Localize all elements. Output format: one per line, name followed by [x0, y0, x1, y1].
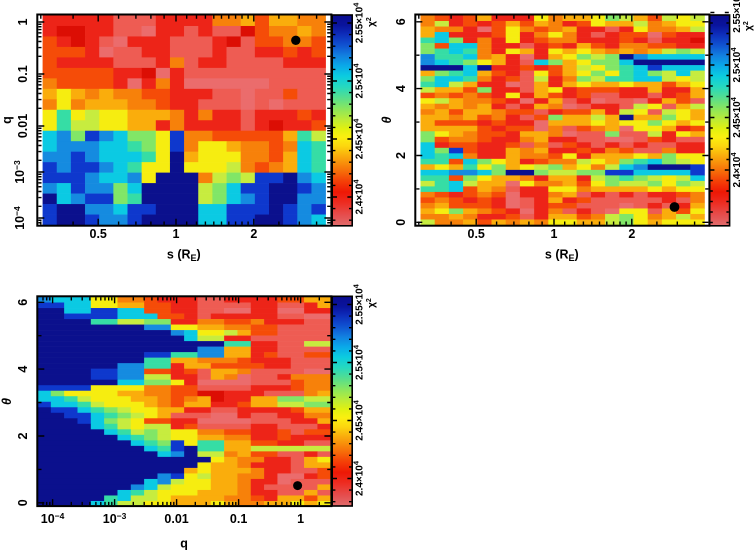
svg-text:2: 2 — [628, 227, 635, 241]
svg-text:0.5: 0.5 — [90, 227, 107, 241]
svg-text:2.4×104: 2.4×104 — [352, 179, 366, 215]
svg-text:2.55×104: 2.55×104 — [352, 2, 366, 43]
svg-text:0.1: 0.1 — [230, 512, 247, 526]
svg-text:2.45×104: 2.45×104 — [352, 118, 366, 159]
svg-text:0: 0 — [394, 219, 408, 226]
svg-text:q: q — [0, 116, 14, 124]
svg-text:0.01: 0.01 — [16, 114, 30, 138]
svg-text:2: 2 — [16, 432, 30, 439]
svg-text:1: 1 — [16, 18, 30, 25]
svg-text:χ2: χ2 — [366, 298, 378, 308]
svg-text:2.5×104: 2.5×104 — [352, 63, 366, 99]
svg-text:2.5×104: 2.5×104 — [352, 344, 366, 380]
svg-text:0: 0 — [16, 499, 30, 506]
svg-text:q: q — [180, 537, 188, 551]
svg-text:1: 1 — [551, 227, 558, 241]
svg-text:0.1: 0.1 — [16, 65, 30, 82]
svg-text:6: 6 — [16, 299, 30, 306]
svg-text:θ: θ — [380, 116, 394, 123]
svg-text:1: 1 — [297, 512, 304, 526]
svg-text:2.4×104: 2.4×104 — [352, 460, 366, 496]
svg-text:0.5: 0.5 — [468, 227, 485, 241]
svg-text:2: 2 — [394, 152, 408, 159]
svg-text:1: 1 — [173, 227, 180, 241]
svg-text:2.45×104: 2.45×104 — [352, 399, 366, 440]
svg-text:2: 2 — [250, 227, 257, 241]
svg-text:s (RE): s (RE) — [167, 248, 201, 264]
svg-text:2.4×104: 2.4×104 — [729, 152, 743, 188]
svg-text:2.55×104: 2.55×104 — [729, 0, 743, 33]
svg-text:0.01: 0.01 — [164, 512, 188, 526]
svg-text:4: 4 — [16, 366, 30, 373]
svg-text:χ2: χ2 — [743, 21, 754, 31]
svg-text:4: 4 — [394, 85, 408, 92]
svg-text:2.5×104: 2.5×104 — [729, 47, 743, 83]
svg-text:6: 6 — [394, 18, 408, 25]
svg-text:2.55×104: 2.55×104 — [352, 283, 366, 324]
svg-text:s (RE): s (RE) — [545, 248, 579, 264]
svg-text:θ: θ — [0, 398, 14, 405]
svg-text:2.45×104: 2.45×104 — [729, 96, 743, 137]
svg-text:χ2: χ2 — [366, 17, 378, 27]
